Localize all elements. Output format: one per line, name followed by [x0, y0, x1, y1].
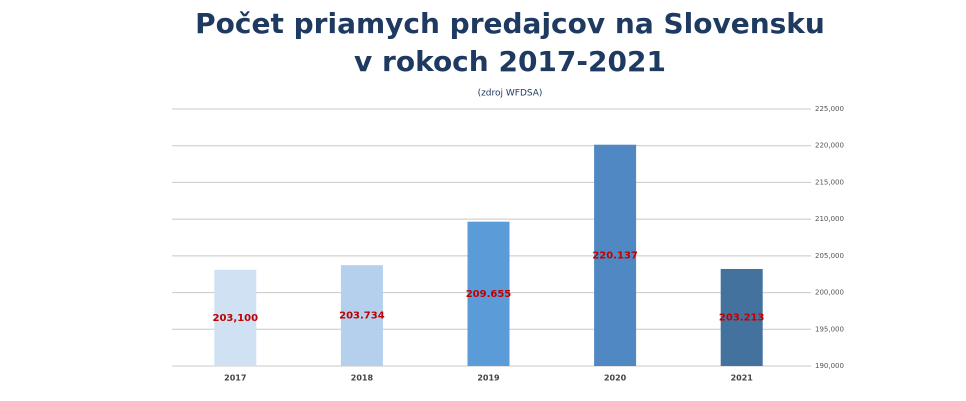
- bar: [720, 268, 763, 366]
- chart-title: v rokoch 2017-2021: [354, 45, 666, 78]
- y-tick-label: 215,000: [815, 178, 844, 186]
- data-label: 203.734: [339, 311, 385, 322]
- chart-subtitle: (zdroj WFDSA): [478, 89, 543, 99]
- y-tick-label: 195,000: [815, 325, 844, 333]
- data-label: 209.655: [466, 289, 512, 300]
- x-tick-label: 2019: [477, 374, 500, 383]
- x-tick-label: 2020: [604, 374, 627, 383]
- bar: [467, 221, 510, 366]
- x-tick-label: 2021: [731, 374, 754, 383]
- y-tick-label: 220,000: [815, 142, 844, 150]
- y-tick-label: 205,000: [815, 252, 844, 260]
- y-tick-label: 190,000: [815, 362, 844, 370]
- chart-title: Počet priamych predajcov na Slovensku: [195, 7, 825, 40]
- x-tick-label: 2018: [351, 374, 374, 383]
- bar: [594, 144, 637, 366]
- data-label: 203.213: [719, 312, 765, 323]
- x-tick-label: 2017: [224, 374, 246, 383]
- bar: [214, 269, 257, 366]
- y-tick-label: 210,000: [815, 215, 844, 223]
- y-tick-label: 225,000: [815, 105, 844, 113]
- data-label: 203,100: [213, 313, 259, 324]
- y-tick-label: 200,000: [815, 289, 844, 297]
- data-label: 220.137: [592, 250, 638, 261]
- bar: [340, 265, 383, 366]
